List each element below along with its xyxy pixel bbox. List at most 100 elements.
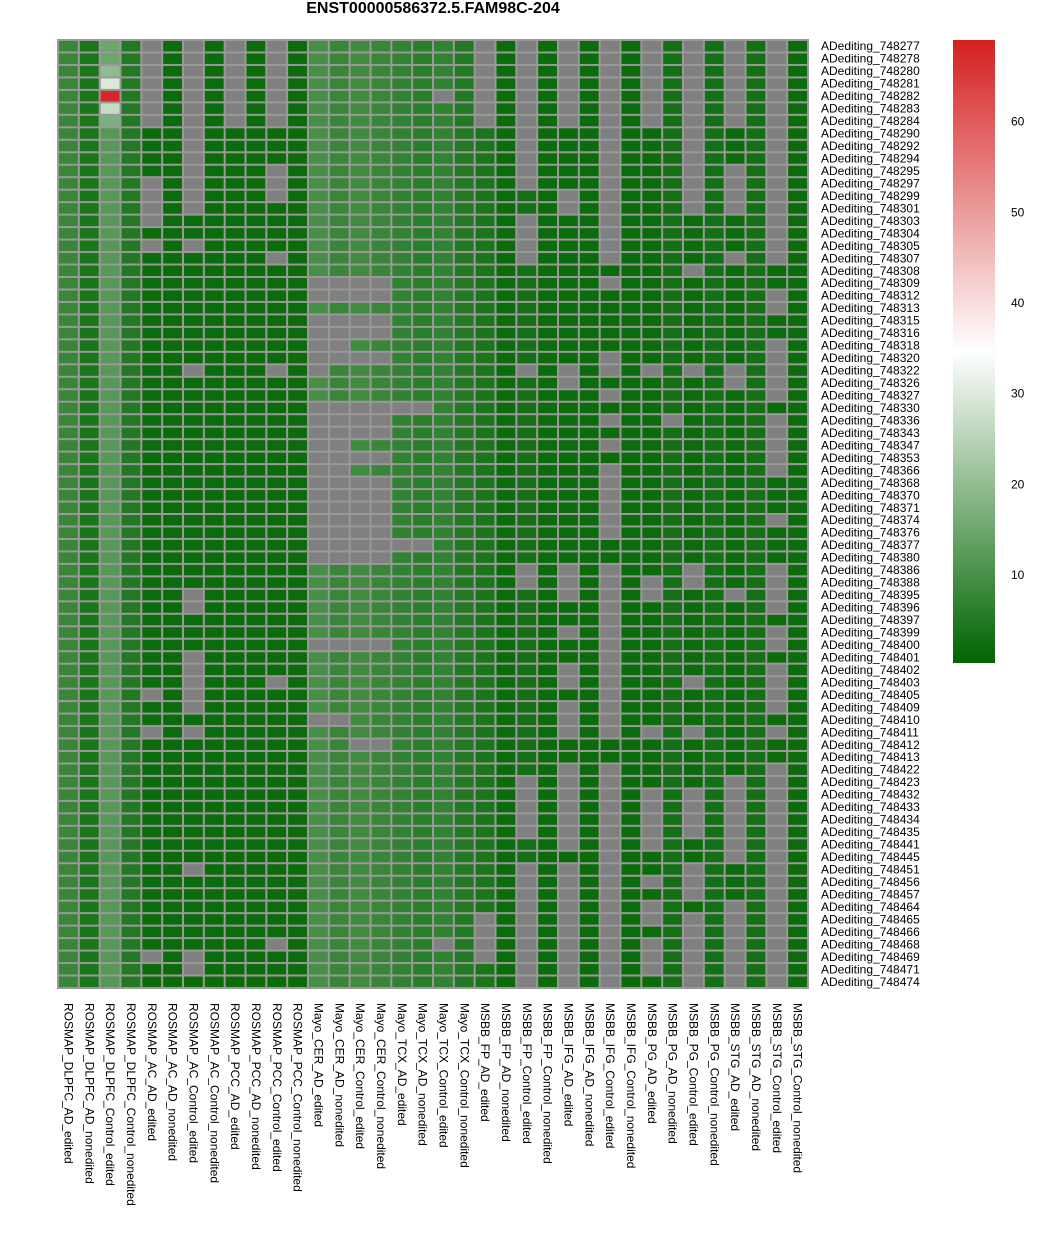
- heatmap-cell: [434, 727, 453, 738]
- heatmap-cell: [475, 415, 495, 426]
- heatmap-cell: [663, 90, 682, 102]
- heatmap-cell: [288, 140, 307, 152]
- heatmap-cell: [59, 752, 78, 763]
- heatmap-cell: [59, 390, 78, 401]
- heatmap-cell: [517, 901, 537, 913]
- heatmap-cell: [767, 215, 787, 227]
- heatmap-cell: [246, 315, 266, 326]
- heatmap-cell: [59, 153, 78, 164]
- heatmap-cell: [621, 752, 641, 763]
- heatmap-cell: [642, 415, 662, 426]
- heatmap-cell: [746, 976, 766, 987]
- heatmap-cell: [100, 789, 120, 800]
- heatmap-cell: [350, 564, 370, 576]
- heatmap-cell: [413, 365, 432, 376]
- heatmap-cell: [350, 976, 370, 987]
- heatmap-cell: [600, 801, 620, 813]
- heatmap-cell: [767, 589, 787, 601]
- heatmap-cell: [371, 315, 391, 326]
- heatmap-cell: [350, 315, 370, 326]
- heatmap-cell: [163, 465, 182, 476]
- heatmap-cell: [392, 452, 412, 464]
- heatmap-cell: [267, 527, 287, 538]
- heatmap-cell: [350, 652, 370, 663]
- heatmap-cell: [225, 602, 245, 613]
- heatmap-cell: [788, 577, 807, 588]
- heatmap-cell: [600, 390, 620, 401]
- heatmap-cell: [475, 702, 495, 713]
- heatmap-cell: [663, 527, 682, 538]
- heatmap-cell: [288, 714, 307, 726]
- heatmap-cell: [517, 589, 537, 601]
- heatmap-cell: [371, 627, 391, 638]
- heatmap-cell: [246, 727, 266, 738]
- heatmap-cell: [371, 452, 391, 464]
- heatmap-cell: [454, 889, 474, 900]
- heatmap-cell: [59, 801, 78, 813]
- heatmap-cell: [225, 926, 245, 938]
- heatmap-cell: [704, 851, 724, 863]
- heatmap-cell: [684, 964, 703, 975]
- heatmap-cell: [246, 764, 266, 775]
- heatmap-cell: [559, 115, 578, 127]
- heatmap-cell: [350, 278, 370, 289]
- heatmap-cell: [767, 402, 787, 414]
- heatmap-cell: [246, 926, 266, 938]
- heatmap-cell: [746, 839, 766, 850]
- heatmap-cell: [79, 789, 99, 800]
- heatmap-cell: [517, 515, 537, 526]
- heatmap-cell: [767, 976, 787, 987]
- heatmap-cell: [100, 440, 120, 451]
- heatmap-cell: [725, 228, 745, 239]
- heatmap-cell: [454, 365, 474, 376]
- heatmap-cell: [309, 564, 328, 576]
- heatmap-cell: [350, 714, 370, 726]
- heatmap-cell: [225, 789, 245, 800]
- heatmap-cell: [267, 752, 287, 763]
- heatmap-cell: [496, 864, 516, 875]
- heatmap-cell: [142, 103, 162, 114]
- heatmap-cell: [121, 826, 141, 838]
- heatmap-cell: [704, 564, 724, 576]
- heatmap-cell: [329, 564, 349, 576]
- heatmap-cell: [621, 477, 641, 489]
- heatmap-cell: [371, 564, 391, 576]
- heatmap-cell: [663, 228, 682, 239]
- heatmap-cell: [163, 240, 182, 252]
- heatmap-cell: [454, 976, 474, 987]
- heatmap-cell: [788, 352, 807, 364]
- heatmap-cell: [496, 228, 516, 239]
- heatmap-cell: [788, 365, 807, 376]
- heatmap-cell: [184, 689, 203, 701]
- heatmap-cell: [559, 901, 578, 913]
- heatmap-cell: [413, 203, 432, 214]
- heatmap-cell: [454, 90, 474, 102]
- heatmap-cell: [600, 240, 620, 252]
- heatmap-cell: [496, 465, 516, 476]
- heatmap-cell: [767, 365, 787, 376]
- heatmap-cell: [746, 302, 766, 314]
- heatmap-cell: [434, 465, 453, 476]
- heatmap-cell: [413, 290, 432, 301]
- heatmap-cell: [684, 552, 703, 563]
- heatmap-cell: [59, 190, 78, 202]
- heatmap-cell: [288, 739, 307, 750]
- heatmap-cell: [329, 215, 349, 227]
- heatmap-cell: [79, 203, 99, 214]
- heatmap-cell: [704, 739, 724, 750]
- heatmap-cell: [454, 215, 474, 227]
- row-label: ADediting_748435: [821, 825, 920, 839]
- heatmap-cell: [392, 776, 412, 788]
- heatmap-cell: [309, 103, 328, 114]
- heatmap-cell: [225, 876, 245, 888]
- heatmap-cell: [225, 65, 245, 77]
- heatmap-cell: [663, 826, 682, 838]
- heatmap-cell: [184, 515, 203, 526]
- heatmap-cell: [350, 103, 370, 114]
- heatmap-cell: [392, 901, 412, 913]
- heatmap-cell: [663, 165, 682, 177]
- heatmap-cell: [496, 178, 516, 189]
- heatmap-cell: [225, 515, 245, 526]
- heatmap-cell: [579, 876, 599, 888]
- heatmap-cell: [559, 926, 578, 938]
